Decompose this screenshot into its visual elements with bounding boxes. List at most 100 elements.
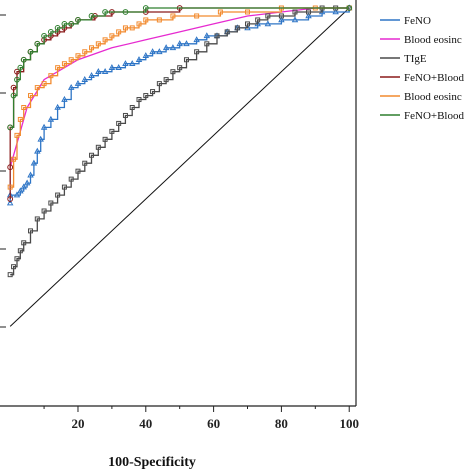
data-point (149, 48, 156, 55)
x-axis-ticks: 20 40 60 80 100 (43, 406, 359, 431)
data-point (20, 183, 27, 190)
data-point (101, 68, 109, 74)
data-point (34, 147, 41, 154)
data-point (264, 20, 272, 27)
data-point (95, 68, 102, 74)
series-line (9, 7, 350, 168)
data-point (214, 33, 220, 39)
data-point (10, 92, 17, 99)
data-point (255, 17, 261, 23)
data-point (194, 49, 200, 55)
data-point (122, 25, 128, 31)
y-axis-ticks (0, 14, 6, 328)
data-point (89, 152, 95, 158)
data-point (47, 115, 55, 122)
data-point (183, 57, 189, 63)
data-point (55, 192, 61, 198)
legend-label: FeNO+Blood (404, 72, 464, 84)
data-point (55, 65, 61, 71)
data-point (128, 60, 136, 67)
data-point (17, 116, 23, 122)
data-point (122, 9, 129, 15)
data-point (143, 93, 149, 99)
data-point (47, 28, 54, 35)
data-point (306, 9, 312, 15)
data-point (14, 76, 20, 83)
data-point (102, 37, 108, 43)
reference-line-group (9, 7, 350, 327)
data-point (95, 41, 101, 47)
data-point (61, 95, 68, 102)
data-point (61, 61, 67, 67)
data-point (27, 48, 34, 55)
data-point (224, 29, 230, 35)
data-point (67, 83, 75, 90)
data-point (102, 136, 108, 142)
data-point (28, 228, 34, 234)
reference-diagonal (9, 7, 350, 327)
data-point (142, 52, 150, 59)
legend: FeNO Blood eosinc TIgE FeNO+Blood Blood eosi… (380, 15, 464, 122)
data-point (41, 208, 47, 214)
data-point (109, 128, 115, 134)
data-point (177, 65, 183, 71)
data-point (156, 81, 162, 87)
series-line (10, 7, 350, 276)
data-point (54, 25, 61, 31)
data-point (122, 60, 129, 67)
data-point (245, 21, 251, 27)
data-point (7, 196, 14, 202)
data-point (7, 272, 13, 278)
data-point (30, 159, 38, 166)
x-axis-title: 100-Specificity (108, 455, 196, 470)
legend-label: FeNO+Blood (404, 110, 464, 122)
data-point (40, 123, 48, 130)
data-point (115, 64, 122, 70)
data-point (21, 105, 27, 110)
data-point (17, 248, 23, 254)
data-point (95, 144, 101, 150)
series-2 (7, 5, 352, 278)
data-point (136, 21, 142, 27)
legend-item: FeNO+Blood (380, 72, 464, 84)
legend-item: FeNO (380, 15, 431, 27)
data-point (37, 135, 44, 142)
data-point (81, 75, 89, 82)
data-point (135, 56, 143, 63)
data-point (34, 216, 40, 222)
plot-frame (0, 0, 357, 407)
data-point (14, 132, 20, 138)
data-point (54, 103, 61, 110)
legend-label: Blood eosinc (404, 91, 462, 103)
data-point (14, 68, 20, 75)
data-point (217, 9, 223, 15)
data-point (82, 49, 88, 55)
data-point (61, 21, 68, 27)
data-point (142, 5, 149, 11)
legend-item: Blood eosinc (380, 34, 462, 46)
data-point (136, 97, 142, 103)
data-point (129, 25, 135, 31)
data-point (68, 176, 74, 182)
data-point (150, 89, 156, 95)
x-tick-label: 40 (139, 416, 152, 431)
series-line (10, 7, 350, 188)
data-point (88, 13, 95, 19)
data-point (11, 156, 17, 162)
data-point (89, 45, 95, 51)
legend-label: Blood eosinc (404, 34, 462, 46)
legend-label: TIgE (404, 53, 427, 65)
data-point (28, 93, 34, 99)
data-point (194, 13, 200, 19)
data-point (75, 17, 81, 23)
data-point (75, 53, 81, 59)
data-point (7, 124, 14, 131)
data-point (143, 17, 149, 23)
data-point (265, 13, 271, 19)
legend-item: Blood eosinc (380, 91, 462, 103)
data-point (156, 17, 162, 23)
data-point (116, 29, 122, 35)
data-point (109, 33, 115, 39)
